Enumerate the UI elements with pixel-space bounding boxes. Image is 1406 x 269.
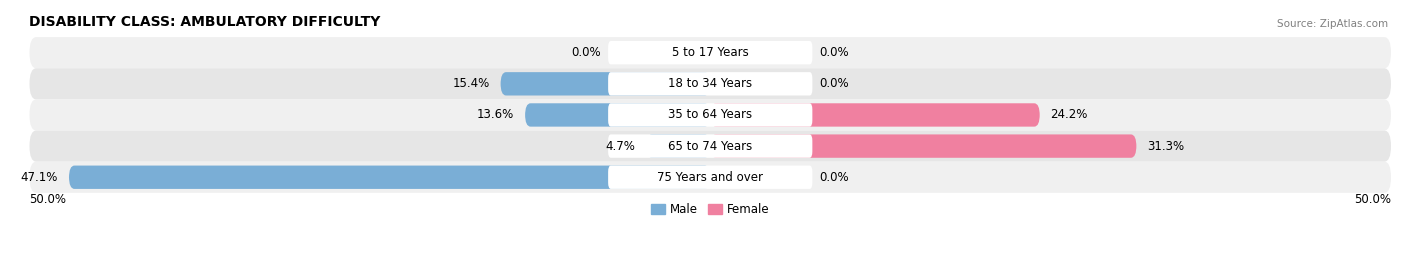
Text: DISABILITY CLASS: AMBULATORY DIFFICULTY: DISABILITY CLASS: AMBULATORY DIFFICULTY [30, 15, 381, 29]
Text: 0.0%: 0.0% [572, 46, 602, 59]
FancyBboxPatch shape [30, 68, 1391, 99]
Text: 18 to 34 Years: 18 to 34 Years [668, 77, 752, 90]
FancyBboxPatch shape [609, 41, 813, 64]
FancyBboxPatch shape [609, 134, 813, 158]
Text: Source: ZipAtlas.com: Source: ZipAtlas.com [1277, 19, 1388, 29]
FancyBboxPatch shape [30, 37, 1391, 68]
FancyBboxPatch shape [30, 99, 1391, 130]
FancyBboxPatch shape [647, 134, 710, 158]
Text: 0.0%: 0.0% [820, 171, 849, 184]
FancyBboxPatch shape [501, 72, 710, 95]
Text: 35 to 64 Years: 35 to 64 Years [668, 108, 752, 122]
FancyBboxPatch shape [69, 165, 710, 189]
FancyBboxPatch shape [30, 130, 1391, 162]
Text: 0.0%: 0.0% [820, 46, 849, 59]
Text: 50.0%: 50.0% [30, 193, 66, 206]
FancyBboxPatch shape [609, 103, 813, 127]
FancyBboxPatch shape [609, 165, 813, 189]
FancyBboxPatch shape [609, 72, 813, 95]
Text: 75 Years and over: 75 Years and over [657, 171, 763, 184]
Text: 13.6%: 13.6% [477, 108, 515, 122]
Text: 31.3%: 31.3% [1147, 140, 1184, 153]
FancyBboxPatch shape [710, 134, 1136, 158]
FancyBboxPatch shape [710, 103, 1039, 127]
Text: 4.7%: 4.7% [606, 140, 636, 153]
Text: 5 to 17 Years: 5 to 17 Years [672, 46, 748, 59]
Legend: Male, Female: Male, Female [647, 199, 773, 221]
Text: 24.2%: 24.2% [1050, 108, 1088, 122]
Text: 47.1%: 47.1% [21, 171, 58, 184]
Text: 50.0%: 50.0% [1354, 193, 1391, 206]
FancyBboxPatch shape [30, 162, 1391, 193]
Text: 0.0%: 0.0% [820, 77, 849, 90]
Text: 15.4%: 15.4% [453, 77, 489, 90]
FancyBboxPatch shape [524, 103, 710, 127]
Text: 65 to 74 Years: 65 to 74 Years [668, 140, 752, 153]
